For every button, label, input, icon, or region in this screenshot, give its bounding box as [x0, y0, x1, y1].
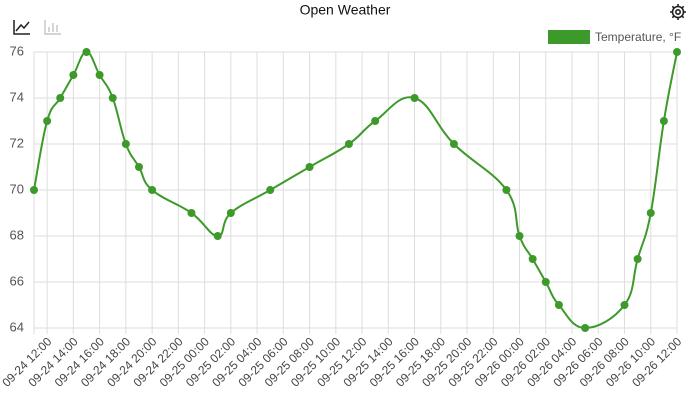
line-chart-icon[interactable] [13, 20, 30, 35]
data-point [541, 278, 550, 286]
bar-chart-icon[interactable] [44, 20, 61, 35]
data-point [134, 163, 143, 171]
data-point [213, 232, 222, 240]
data-point [581, 324, 590, 332]
data-point [673, 48, 681, 56]
data-point [554, 301, 563, 309]
data-point [266, 186, 275, 194]
legend-swatch [548, 30, 590, 44]
y-tick-label: 72 [10, 135, 24, 150]
data-point [371, 117, 380, 125]
data-point [226, 209, 235, 217]
data-point [108, 94, 117, 102]
data-point [121, 140, 130, 148]
data-point [659, 117, 668, 125]
data-point [528, 255, 537, 263]
data-point [515, 232, 524, 240]
data-point [95, 71, 104, 79]
data-point [148, 186, 157, 194]
y-tick-label: 66 [10, 273, 24, 288]
y-tick-label: 68 [10, 227, 24, 242]
data-point [56, 94, 65, 102]
data-point [187, 209, 196, 217]
data-point [502, 186, 511, 194]
settings-icon[interactable] [670, 4, 686, 20]
y-tick-label: 76 [10, 43, 24, 58]
data-point [344, 140, 353, 148]
data-point [43, 117, 52, 125]
chart-title: Open Weather [300, 2, 391, 18]
data-point [449, 140, 458, 148]
data-point [410, 94, 419, 102]
data-point [646, 209, 655, 217]
y-tick-label: 70 [10, 181, 24, 196]
y-tick-label: 74 [10, 89, 24, 104]
data-point [82, 48, 91, 56]
data-point [69, 71, 78, 79]
y-tick-label: 64 [10, 319, 24, 334]
data-point [30, 186, 38, 194]
data-point [620, 301, 629, 309]
legend-label: Temperature, °F [595, 30, 681, 44]
data-point [305, 163, 314, 171]
data-point [633, 255, 642, 263]
